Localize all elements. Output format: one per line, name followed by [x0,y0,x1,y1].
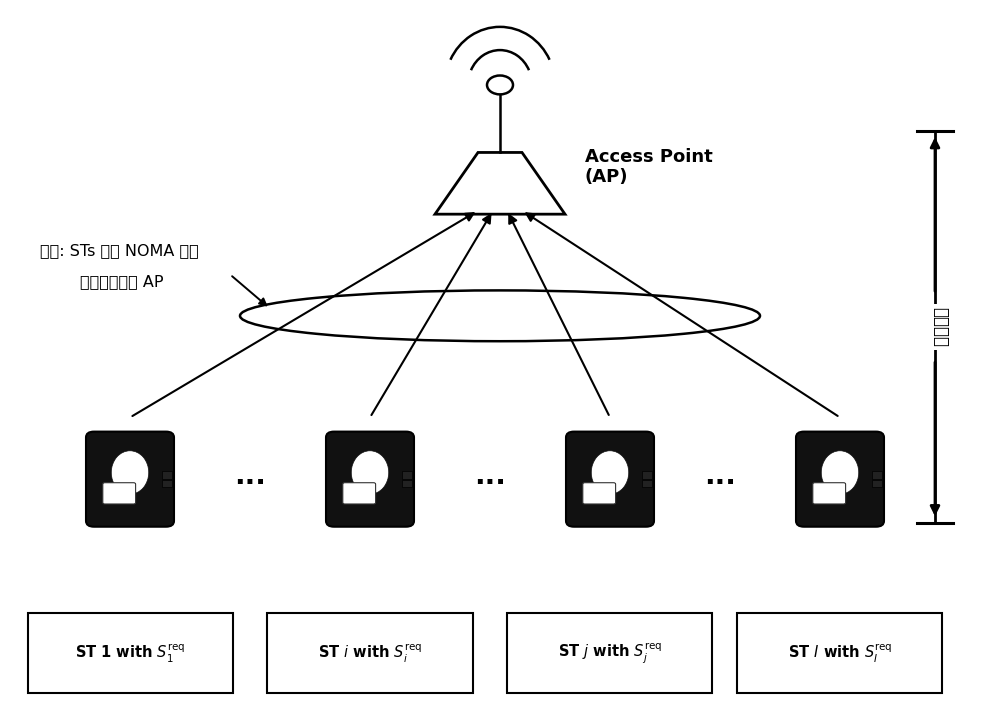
FancyBboxPatch shape [796,431,884,527]
Bar [402,471,412,478]
Polygon shape [435,152,565,214]
FancyBboxPatch shape [813,483,846,504]
Text: 发送数据量到 AP: 发送数据量到 AP [80,274,164,289]
Circle shape [487,76,513,94]
Bar [162,471,172,478]
FancyBboxPatch shape [343,483,376,504]
Text: ...: ... [474,462,506,489]
Text: ST $i$ with $S_i^{\mathrm{req}}$: ST $i$ with $S_i^{\mathrm{req}}$ [318,642,422,665]
Bar [642,480,652,487]
FancyBboxPatch shape [566,431,654,527]
Ellipse shape [821,451,859,494]
Text: Access Point
(AP): Access Point (AP) [585,147,713,187]
Bar [872,471,882,478]
Bar [162,480,172,487]
Text: ST $I$ with $S_I^{\mathrm{req}}$: ST $I$ with $S_I^{\mathrm{req}}$ [788,642,892,665]
Bar [402,480,412,487]
FancyBboxPatch shape [103,483,136,504]
Ellipse shape [111,451,149,494]
Text: ST 1 with $S_1^{\mathrm{req}}$: ST 1 with $S_1^{\mathrm{req}}$ [75,642,185,665]
FancyBboxPatch shape [583,483,616,504]
Ellipse shape [351,451,389,494]
Text: 上行: STs 使用 NOMA 技术: 上行: STs 使用 NOMA 技术 [40,243,199,258]
Text: ST $j$ with $S_j^{\mathrm{req}}$: ST $j$ with $S_j^{\mathrm{req}}$ [558,641,662,666]
Text: ...: ... [234,462,266,489]
FancyBboxPatch shape [28,613,232,693]
Bar [872,480,882,487]
FancyBboxPatch shape [507,613,712,693]
Text: 传输时间: 传输时间 [931,306,949,347]
Text: ...: ... [704,462,736,489]
FancyBboxPatch shape [86,431,174,527]
Bar [642,471,652,478]
FancyBboxPatch shape [326,431,414,527]
FancyBboxPatch shape [737,613,942,693]
Ellipse shape [591,451,629,494]
FancyBboxPatch shape [267,613,473,693]
